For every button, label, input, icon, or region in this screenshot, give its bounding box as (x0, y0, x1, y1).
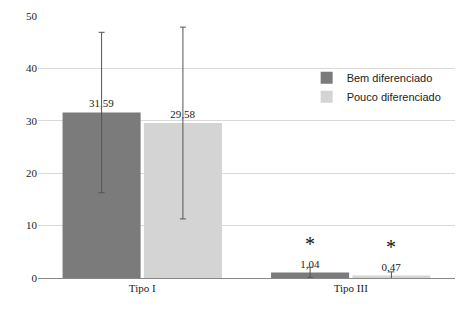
svg-text:0,47: 0,47 (382, 261, 402, 273)
svg-text:Pouco diferenciado: Pouco diferenciado (347, 91, 441, 103)
svg-text:20: 20 (26, 167, 38, 179)
svg-text:*: * (305, 233, 315, 255)
svg-text:40: 40 (26, 62, 38, 74)
svg-text:10: 10 (26, 219, 38, 231)
svg-text:31,59: 31,59 (89, 97, 114, 109)
svg-text:50: 50 (26, 10, 38, 22)
svg-text:30: 30 (26, 115, 38, 127)
svg-text:0: 0 (32, 272, 38, 284)
svg-text:*: * (386, 236, 396, 258)
svg-text:Tipo III: Tipo III (334, 282, 368, 294)
svg-text:Tipo I: Tipo I (129, 282, 156, 294)
svg-text:29,58: 29,58 (170, 108, 195, 120)
svg-text:Bem diferenciado: Bem diferenciado (347, 72, 433, 84)
svg-text:1,04: 1,04 (300, 258, 320, 270)
